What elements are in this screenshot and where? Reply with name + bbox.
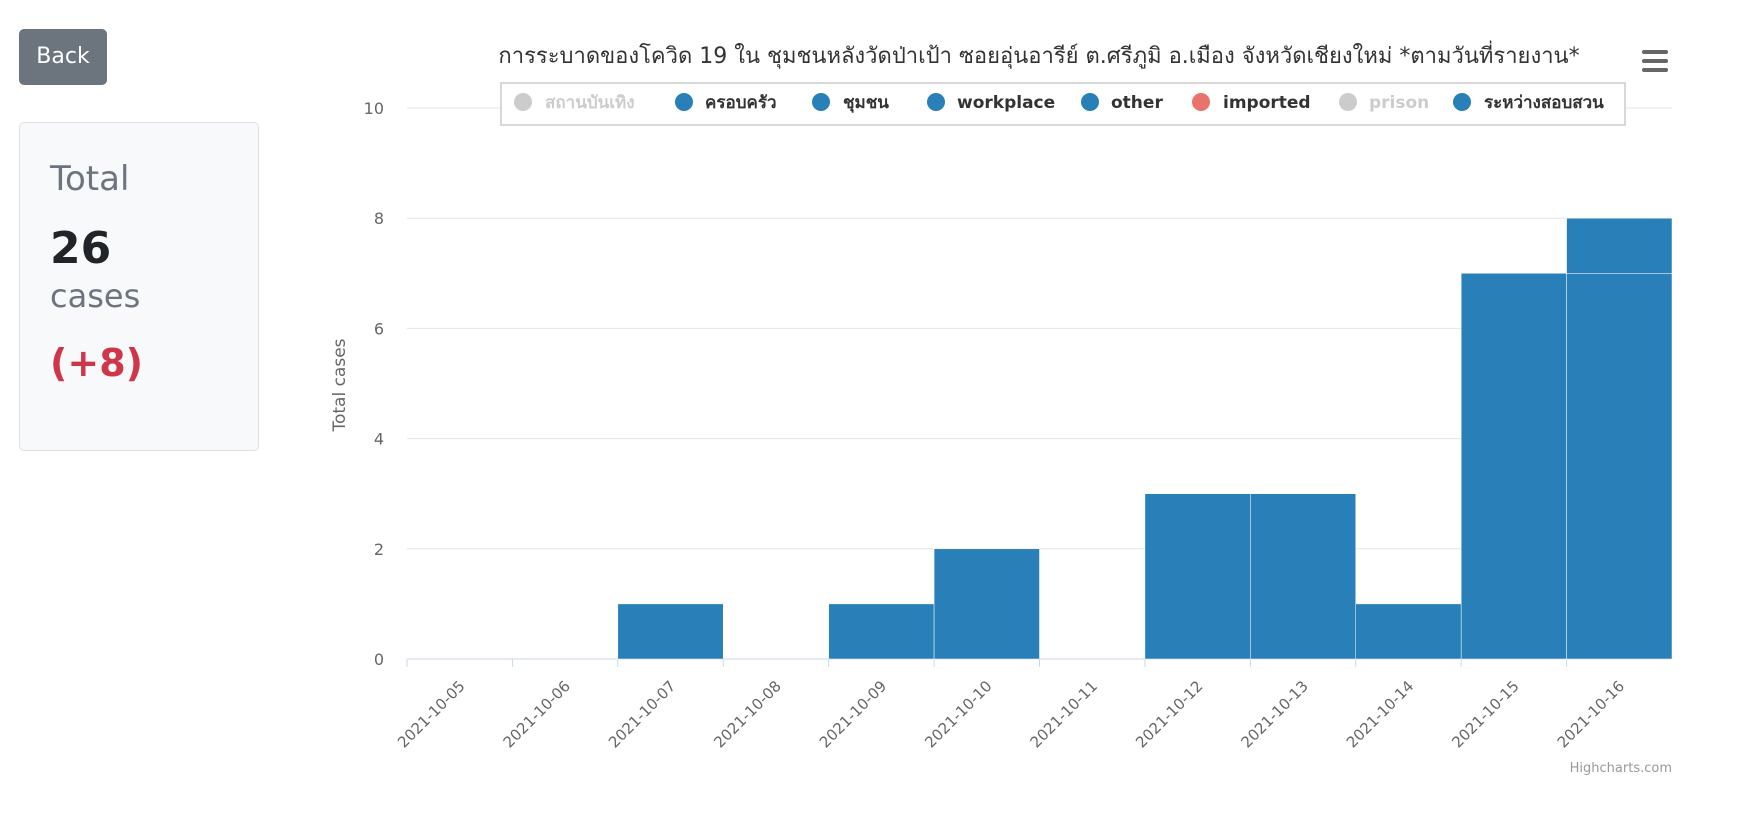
- y-tick-label: 4: [374, 430, 384, 449]
- legend-item[interactable]: สถานบันเทิง: [511, 88, 635, 120]
- legend-label: ระหว่างสอบสวน: [1484, 93, 1604, 113]
- x-axis: 2021-10-05 2021-10-06 2021-10-07 2021-10-08…: [394, 659, 1628, 751]
- y-tick-label: 6: [374, 319, 384, 338]
- legend-symbol: [1081, 93, 1099, 111]
- legend-symbol: [1339, 93, 1357, 111]
- y-tick-label: 0: [374, 650, 384, 669]
- legend-label: prison: [1369, 93, 1429, 113]
- chart-bars: [617, 217, 1673, 660]
- legend-symbol: [675, 93, 693, 111]
- legend-label: สถานบันเทิง: [545, 93, 635, 113]
- legend-item[interactable]: prison: [1336, 88, 1429, 120]
- legend-item[interactable]: ระหว่างสอบสวน: [1450, 88, 1616, 120]
- y-tick-label: 8: [374, 209, 384, 228]
- bar[interactable]: [1566, 273, 1673, 660]
- y-axis: 0 2 4 6 8 10: [364, 99, 384, 669]
- context-menu-button[interactable]: [1636, 46, 1672, 78]
- chart-title: การระบาดของโควิด 19 ใน ชุมชนหลังวัดป่าเป…: [498, 40, 1579, 69]
- legend-item[interactable]: workplace: [924, 88, 1057, 120]
- bar[interactable]: [617, 603, 724, 660]
- bar[interactable]: [828, 603, 935, 660]
- legend-item[interactable]: ครอบครัว: [672, 88, 793, 120]
- legend-label: ชุมชน: [843, 93, 889, 113]
- legend-symbol: [927, 93, 945, 111]
- x-tick-label: 2021-10-14: [1343, 677, 1417, 751]
- legend-symbol: [514, 93, 532, 111]
- bar[interactable]: [1250, 493, 1357, 660]
- total-summary-card: Total 26 cases (+8): [19, 122, 259, 451]
- x-tick-label: 2021-10-08: [710, 677, 784, 751]
- legend-symbol: [1453, 93, 1471, 111]
- x-tick-label: 2021-10-10: [921, 677, 995, 751]
- x-tick-label: 2021-10-12: [1132, 677, 1206, 751]
- legend-label: ครอบครัว: [705, 93, 777, 113]
- total-unit: cases: [50, 277, 141, 315]
- legend-label: workplace: [957, 93, 1055, 113]
- bar[interactable]: [933, 548, 1040, 660]
- legend-label: other: [1111, 93, 1163, 113]
- y-tick-label: 10: [364, 99, 384, 118]
- legend-symbol: [812, 93, 830, 111]
- x-tick-label: 2021-10-11: [1027, 677, 1101, 751]
- legend-item[interactable]: other: [1078, 88, 1167, 120]
- x-tick-label: 2021-10-15: [1448, 677, 1522, 751]
- total-delta: (+8): [50, 341, 144, 385]
- bar[interactable]: [1144, 493, 1251, 660]
- hamburger-menu-icon: [1642, 50, 1668, 72]
- back-button[interactable]: Back: [19, 29, 107, 85]
- x-tick-label: 2021-10-16: [1554, 677, 1628, 751]
- bar[interactable]: [1566, 217, 1673, 274]
- x-tick-label: 2021-10-13: [1237, 677, 1311, 751]
- legend-symbol: [1192, 93, 1210, 111]
- legend-item[interactable]: ชุมชน: [809, 88, 905, 120]
- chart-legend: สถานบันเทิง ครอบครัว ชุมชน workplace other im…: [500, 82, 1626, 126]
- bar[interactable]: [1460, 273, 1567, 660]
- total-label: Total: [50, 159, 130, 199]
- legend-item[interactable]: imported: [1189, 88, 1325, 120]
- legend-label: imported: [1223, 93, 1311, 113]
- y-tick-label: 2: [374, 540, 384, 559]
- bar[interactable]: [1355, 603, 1462, 660]
- total-count: 26: [50, 223, 112, 274]
- x-tick-label: 2021-10-06: [500, 677, 574, 751]
- x-tick-label: 2021-10-07: [605, 677, 679, 751]
- x-tick-label: 2021-10-05: [394, 677, 468, 751]
- y-axis-title: Total cases: [330, 338, 350, 432]
- x-tick-label: 2021-10-09: [816, 677, 890, 751]
- chart-credits[interactable]: Highcharts.com: [1570, 761, 1672, 776]
